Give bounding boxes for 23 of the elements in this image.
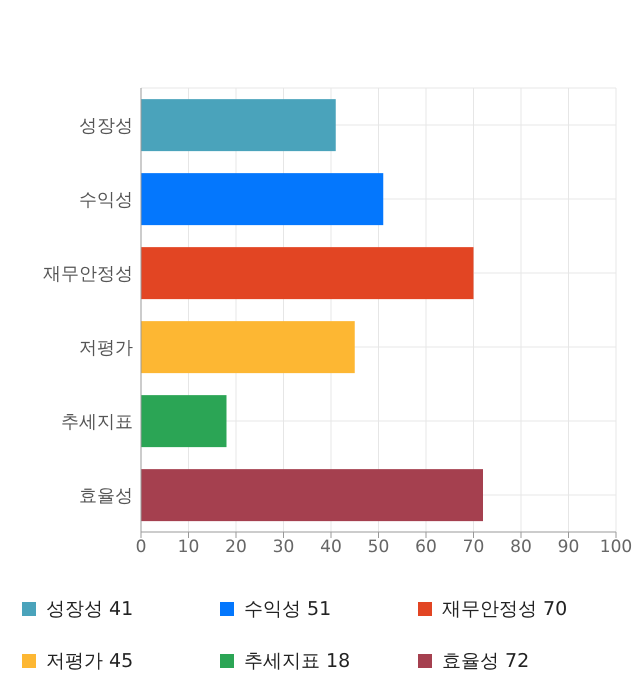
y-tick-label: 재무안정성 (43, 263, 133, 284)
y-tick-label: 저평가 (79, 337, 133, 358)
y-tick-label: 성장성 (79, 115, 133, 136)
legend-label: 수익성 51 (244, 597, 332, 622)
y-tick-label: 추세지표 (61, 411, 133, 432)
legend-label: 효율성 72 (442, 649, 530, 674)
x-tick-label: 0 (136, 537, 146, 558)
y-tick-label: 수익성 (79, 189, 133, 210)
x-tick-label: 60 (415, 537, 437, 558)
x-tick-label: 70 (462, 537, 484, 558)
x-tick-label: 10 (178, 537, 200, 558)
legend-label: 성장성 41 (46, 597, 134, 622)
legend-label: 추세지표 18 (244, 649, 350, 674)
y-tick-label: 효율성 (79, 485, 133, 506)
legend-label: 재무안정성 70 (442, 597, 568, 622)
x-tick-label: 40 (320, 537, 342, 558)
x-tick-label: 30 (272, 537, 294, 558)
x-tick-label: 50 (368, 537, 390, 558)
x-tick-label: 20 (225, 537, 247, 558)
legend-label: 저평가 45 (46, 649, 134, 674)
x-tick-label: 90 (558, 537, 580, 558)
x-tick-label: 100 (600, 537, 632, 558)
x-tick-label: 80 (510, 537, 532, 558)
